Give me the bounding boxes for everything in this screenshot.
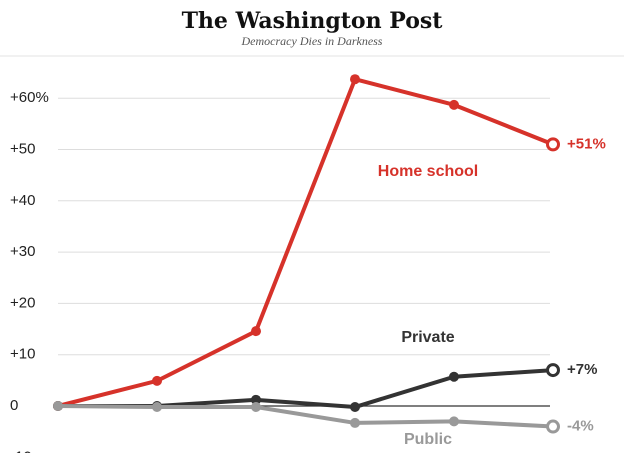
y-tick-label: +30 xyxy=(10,243,35,260)
data-point xyxy=(152,402,162,413)
data-point xyxy=(449,416,459,427)
data-point xyxy=(251,326,261,337)
series-label: Private xyxy=(401,329,454,346)
data-point xyxy=(350,417,360,428)
masthead-title: The Washington Post xyxy=(182,8,444,34)
data-point xyxy=(546,137,560,152)
data-point xyxy=(251,402,261,413)
data-point xyxy=(152,375,162,386)
series-label: Public xyxy=(404,431,452,448)
value-label: -4% xyxy=(567,417,594,434)
data-point xyxy=(546,419,560,434)
value-label: +51% xyxy=(567,135,606,152)
series-line xyxy=(57,404,554,429)
data-point xyxy=(350,402,360,413)
y-tick-label: +60% xyxy=(10,89,49,106)
y-tick-label: +40 xyxy=(10,192,35,209)
data-point xyxy=(449,371,459,382)
data-point xyxy=(53,401,63,411)
data-point xyxy=(251,394,261,405)
y-tick-label: +20 xyxy=(10,294,35,311)
y-tick-label: 0 xyxy=(10,397,18,414)
data-point xyxy=(546,363,560,378)
y-tick-label: +50 xyxy=(10,140,35,157)
series-label: Home school xyxy=(378,163,478,180)
data-point xyxy=(350,74,360,85)
masthead-subtitle: Democracy Dies in Darkness xyxy=(241,34,383,48)
y-tick-label: -10 xyxy=(10,448,32,453)
y-tick-label: +10 xyxy=(10,346,35,363)
data-point xyxy=(449,99,459,110)
series-line xyxy=(57,77,554,408)
value-label: +7% xyxy=(567,361,597,378)
